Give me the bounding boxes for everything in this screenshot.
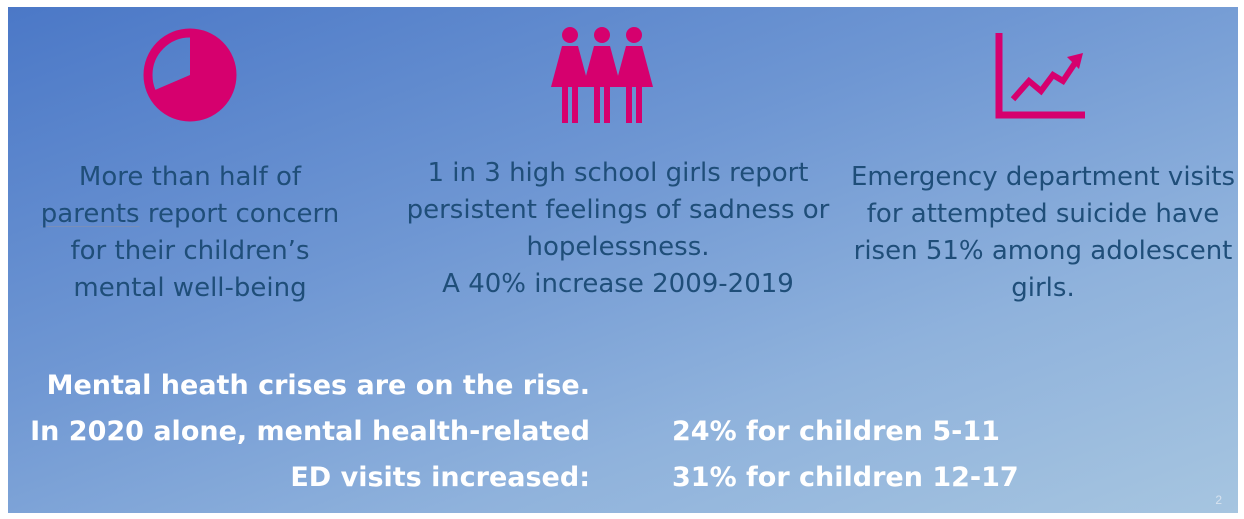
text-line: hopelessness. <box>526 232 710 262</box>
stat-children-5-11: 24% for children 5-11 <box>672 416 1000 447</box>
text-fragment: report concern <box>139 199 340 229</box>
text-line: for their children’s <box>70 236 310 266</box>
text-line: risen 51% among adolescent <box>853 236 1233 266</box>
ed-visits-suicide-text: Emergency department visits for attempte… <box>848 159 1238 307</box>
parents-word: parents <box>40 199 140 229</box>
slide: More than half of parents report concern… <box>8 7 1238 513</box>
stat-children-12-17: 31% for children 12-17 <box>672 462 1019 493</box>
text-line: More than half of <box>78 162 302 192</box>
text-line: Emergency department visits <box>850 162 1236 192</box>
text-line: A 40% increase 2009-2019 <box>442 269 794 299</box>
girls-sadness-text: 1 in 3 high school girls report persiste… <box>403 155 833 303</box>
text-line: girls. <box>1011 273 1075 303</box>
parents-concern-text: More than half of parents report concern… <box>40 159 340 307</box>
summary-text: Mental heath crises are on the rise. In … <box>30 363 590 501</box>
trend-up-chart-icon <box>995 31 1087 119</box>
text-line: parents report concern <box>40 196 340 233</box>
text-line: 1 in 3 high school girls report <box>427 158 809 188</box>
summary-line: ED visits increased: <box>290 462 590 493</box>
text-line: persistent feelings of sadness or <box>406 195 830 225</box>
summary-line: Mental heath crises are on the rise. <box>46 370 590 401</box>
three-girls-icon <box>549 25 655 125</box>
page-number: 2 <box>1215 493 1222 507</box>
pie-chart-icon <box>142 27 238 123</box>
text-line: for attempted suicide have <box>866 199 1220 229</box>
summary-stats: 24% for children 5-11 31% for children 1… <box>672 409 1019 501</box>
text-line: mental well-being <box>73 273 307 303</box>
summary-line: In 2020 alone, mental health-related <box>30 416 590 447</box>
